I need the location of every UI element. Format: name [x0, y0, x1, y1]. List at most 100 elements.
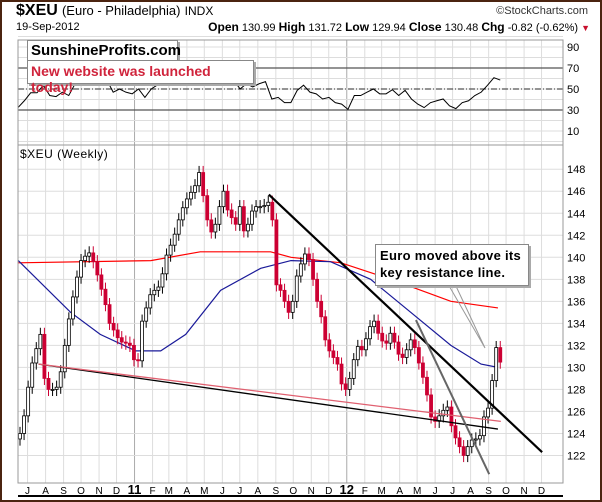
candle-body — [205, 195, 210, 221]
candle-body — [123, 341, 128, 344]
x-tick-label: A — [467, 486, 474, 497]
candle-body — [339, 363, 344, 385]
candle-body — [250, 210, 254, 225]
x-tick-label: F — [150, 486, 156, 497]
candle-body — [376, 320, 381, 334]
candle-body — [478, 435, 482, 440]
candle-body — [148, 294, 153, 309]
x-tick-label: A — [396, 486, 403, 497]
candle-body — [449, 406, 454, 427]
candle-body — [364, 338, 368, 351]
candle-body — [95, 261, 100, 276]
candle-body — [189, 191, 193, 200]
candle-body — [307, 253, 311, 260]
price-tick-label: 134 — [567, 318, 585, 330]
candle-body — [372, 320, 376, 328]
candle-body — [38, 333, 43, 350]
candle-body — [168, 244, 173, 256]
candle-body — [79, 260, 83, 278]
x-tick-label: J — [450, 486, 455, 497]
candle-body — [99, 274, 104, 290]
open-label: Open — [208, 20, 239, 34]
rsi-tick-label: 10 — [567, 126, 579, 138]
candle-body — [229, 209, 234, 219]
open-value: 130.99 — [241, 22, 276, 34]
symbol: $XEU — [16, 2, 58, 19]
candle-body — [457, 437, 462, 448]
candle-body — [486, 407, 490, 418]
candle-body — [327, 339, 332, 352]
candle-body — [66, 318, 71, 346]
candle-body — [246, 223, 250, 232]
trendline — [415, 319, 491, 475]
candle-body — [160, 273, 165, 288]
price-tick-label: 148 — [567, 164, 585, 176]
candle-body — [441, 409, 446, 417]
x-tick-label: M — [200, 486, 208, 497]
candle-body — [445, 406, 450, 411]
candle-body — [335, 357, 340, 365]
x-tick-label: M — [165, 486, 173, 497]
x-tick-label: D — [325, 486, 332, 497]
quote-date: 19-Sep-2012 — [16, 21, 80, 33]
candle-body — [140, 320, 145, 362]
moving-average-line — [17, 260, 499, 368]
x-tick-label: J — [25, 486, 30, 497]
candle-body — [311, 259, 315, 280]
candle-body — [217, 206, 222, 225]
candle-body — [388, 332, 393, 344]
candle-body — [58, 371, 63, 388]
candle-body — [111, 322, 116, 331]
candle-body — [270, 201, 275, 221]
candle-body — [278, 284, 283, 291]
candle-body — [26, 386, 31, 417]
price-tick-label: 124 — [567, 428, 585, 440]
candle-body — [404, 349, 409, 358]
candle-body — [54, 386, 59, 390]
candle-body — [331, 350, 336, 358]
candle-body — [408, 339, 413, 351]
x-tick-label: D — [538, 486, 545, 497]
candle-body — [127, 342, 132, 346]
candle-body — [294, 275, 299, 302]
low-label: Low — [345, 20, 370, 34]
candle-body — [213, 223, 218, 233]
close-label: Close — [408, 20, 442, 34]
candle-body — [50, 389, 55, 391]
candle-body — [152, 289, 157, 296]
candle-body — [209, 219, 214, 233]
candle-body — [172, 233, 177, 246]
trendline — [38, 363, 501, 422]
rsi-tick-label: 90 — [567, 42, 579, 54]
low-value: 129.94 — [372, 22, 406, 34]
callout-leader — [447, 283, 486, 349]
down-arrow-icon: ▼ — [581, 23, 590, 33]
candle-body — [18, 433, 22, 440]
chg-label: Chg — [481, 20, 505, 34]
x-tick-label: S — [485, 486, 492, 497]
rsi-tick-label: 30 — [567, 105, 579, 117]
candle-body — [156, 286, 161, 291]
candle-body — [176, 219, 181, 235]
candle-body — [75, 276, 79, 298]
candle-body — [473, 438, 478, 441]
candle-body — [315, 278, 320, 302]
candle-body — [351, 359, 356, 379]
candle-body — [490, 380, 495, 409]
candle-body — [91, 252, 96, 263]
price-tick-label: 132 — [567, 340, 585, 352]
candle-body — [465, 446, 470, 456]
high-label: High — [278, 20, 306, 34]
candle-body — [193, 185, 197, 193]
x-tick-label: S — [272, 486, 279, 497]
x-tick-label: S — [60, 486, 67, 497]
x-tick-label: J — [220, 486, 225, 497]
x-tick-label: J — [237, 486, 242, 497]
candle-body — [396, 341, 401, 355]
callout-line-2: key resistance line. — [380, 265, 506, 280]
candle-body — [164, 254, 169, 275]
callout-line-1: Euro moved above its — [380, 248, 522, 263]
price-tick-label: 140 — [567, 252, 585, 264]
candle-body — [290, 300, 295, 313]
symbol-title: $XEU (Euro - Philadelphia) INDX — [16, 2, 213, 20]
